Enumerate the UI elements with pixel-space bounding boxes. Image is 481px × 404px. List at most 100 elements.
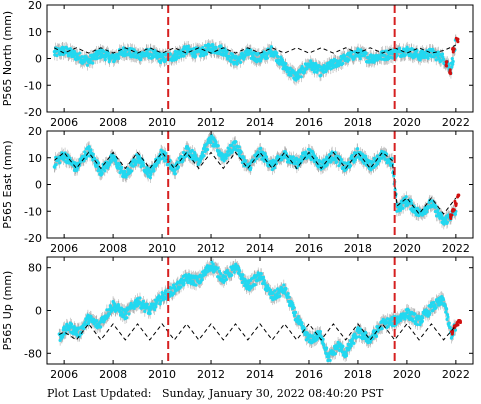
data-point	[341, 61, 345, 66]
data-point	[214, 140, 218, 144]
data-point	[276, 55, 280, 59]
data-point	[96, 161, 101, 165]
data-point	[55, 53, 59, 58]
recent-point	[445, 60, 449, 64]
data-point	[289, 73, 293, 77]
data-point	[238, 60, 243, 64]
data-point	[89, 314, 93, 319]
data-point	[337, 164, 341, 168]
data-point	[440, 52, 445, 56]
data-point	[375, 154, 379, 158]
data-point	[83, 150, 87, 154]
data-point	[404, 195, 408, 199]
data-point	[159, 58, 164, 62]
data-point	[161, 56, 165, 60]
data-point	[434, 58, 438, 62]
data-point	[451, 62, 455, 66]
data-point	[157, 159, 161, 164]
data-point	[234, 139, 238, 144]
data-point	[149, 172, 153, 177]
panel-2-observations	[52, 134, 458, 226]
x-tick-label: 2012	[197, 242, 225, 255]
data-point	[200, 278, 204, 282]
data-point	[280, 158, 284, 162]
data-point	[378, 156, 382, 160]
data-point	[209, 140, 213, 145]
data-point	[103, 58, 107, 62]
data-point	[445, 220, 449, 224]
data-point	[390, 162, 395, 166]
panel-2-model-fit-line	[53, 151, 457, 215]
data-point	[453, 212, 458, 216]
data-point	[86, 313, 90, 317]
x-tick-label: 2016	[295, 116, 323, 129]
data-point	[148, 311, 152, 316]
data-point	[134, 153, 139, 157]
data-point	[138, 156, 142, 160]
data-point	[188, 279, 192, 283]
panel-2: 2006 2008 2010 2012 2014 2016 2018 2020 2022-20-…	[1, 125, 474, 255]
data-point	[214, 45, 218, 49]
data-point	[269, 45, 274, 49]
x-tick-label: 2014	[246, 116, 274, 129]
data-point	[339, 157, 344, 162]
data-point	[148, 307, 153, 311]
data-point	[123, 49, 127, 54]
data-point	[312, 70, 316, 74]
data-point	[377, 159, 382, 163]
data-point	[102, 49, 106, 54]
panel-3-plot-area	[57, 257, 462, 364]
x-tick-label: 2012	[197, 116, 225, 129]
data-point	[194, 283, 198, 287]
data-point	[58, 338, 62, 342]
data-point	[255, 157, 259, 161]
data-point	[299, 75, 303, 79]
data-point	[284, 62, 288, 66]
x-tick-label: 2006	[50, 116, 78, 129]
data-point	[61, 335, 65, 339]
data-point	[193, 54, 198, 58]
data-point	[135, 297, 139, 301]
data-point	[224, 156, 228, 160]
y-tick-label: 20	[28, 0, 42, 12]
data-point	[172, 291, 176, 295]
data-point	[370, 160, 374, 164]
data-point	[58, 161, 62, 165]
data-point	[222, 159, 226, 163]
data-point	[301, 66, 305, 70]
recent-point	[455, 38, 459, 42]
x-tick-label: 2020	[393, 242, 421, 255]
panel-3-observations	[57, 260, 458, 363]
data-point	[380, 156, 384, 160]
data-point	[122, 314, 126, 318]
data-point	[68, 47, 73, 51]
panel-2-plot-area	[52, 131, 461, 238]
panel-2-y-axis-label: P565 East (mm)	[1, 140, 14, 228]
data-point	[263, 152, 267, 156]
data-point	[450, 65, 454, 69]
data-point	[450, 56, 454, 61]
data-point	[227, 153, 231, 157]
data-point	[314, 156, 319, 160]
data-point	[132, 306, 136, 310]
recent-point	[444, 64, 448, 68]
data-point	[161, 293, 165, 297]
data-point	[62, 325, 67, 329]
data-point	[173, 172, 177, 176]
data-point	[343, 54, 347, 58]
data-point	[403, 53, 407, 57]
data-point	[132, 48, 136, 52]
x-tick-label: 2018	[344, 116, 372, 129]
data-point	[251, 54, 255, 58]
data-point	[270, 161, 274, 165]
data-point	[275, 51, 279, 55]
panel-3: 2006 2008 2010 2012 2014 2016 2018 2020 2022-800…	[1, 256, 474, 381]
data-point	[186, 280, 190, 285]
data-point	[258, 153, 262, 158]
data-point	[108, 304, 113, 308]
data-point	[443, 218, 448, 222]
data-point	[187, 147, 191, 151]
data-point	[125, 316, 129, 320]
data-point	[141, 161, 145, 165]
data-point	[372, 157, 377, 161]
